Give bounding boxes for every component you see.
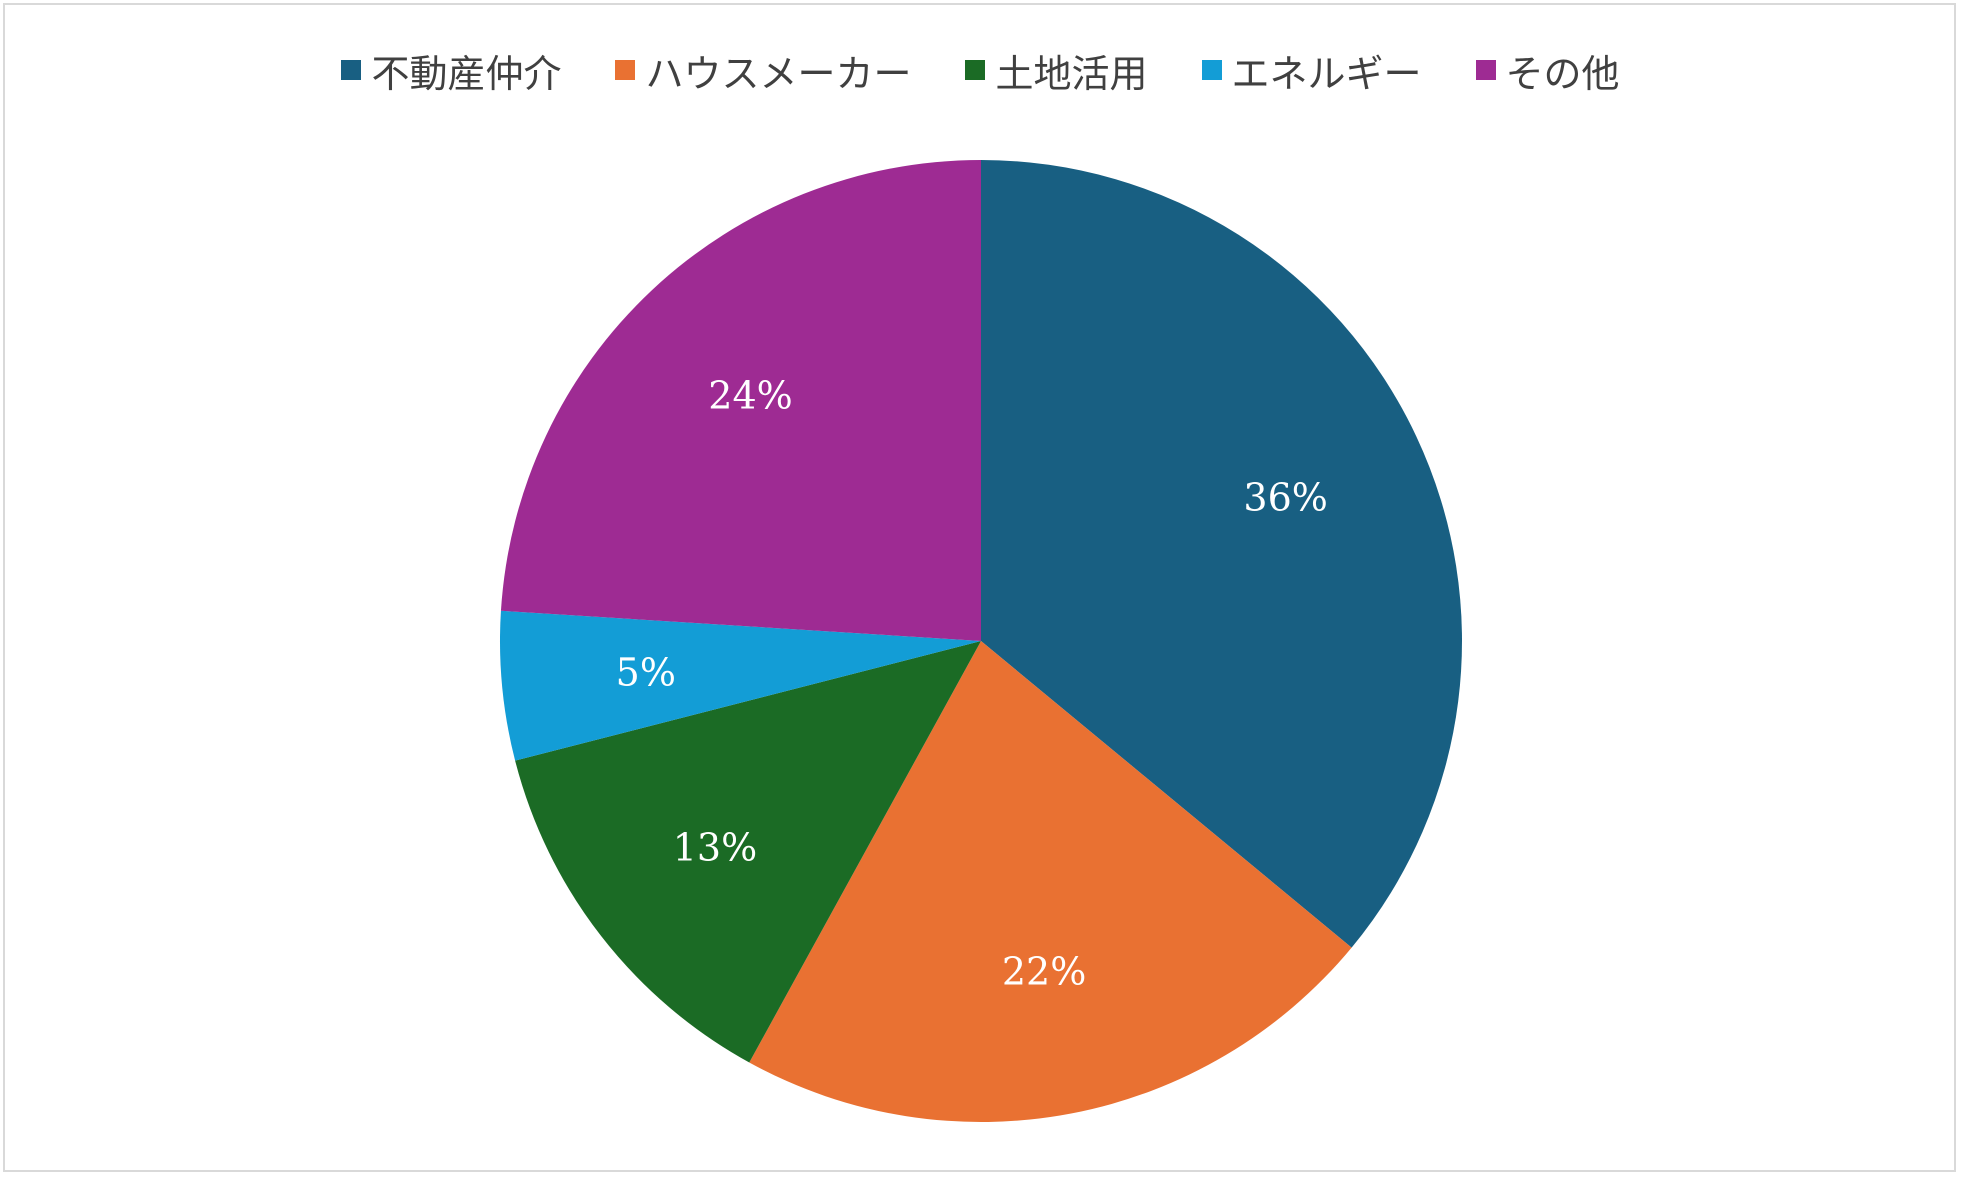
legend-swatch — [1201, 60, 1222, 80]
legend: 不動産仲介 ハウスメーカー 土地活用 エネルギー その他 — [0, 38, 1961, 102]
slice-real-estate-brokerage — [981, 160, 1462, 948]
data-label: 13% — [673, 825, 757, 869]
legend-label: 不動産仲介 — [371, 51, 562, 96]
legend-swatch — [965, 60, 986, 80]
legend-swatch — [341, 60, 362, 80]
legend-item-energy: エネルギー — [1201, 43, 1422, 98]
data-label: 36% — [1243, 476, 1327, 520]
slice-other — [500, 160, 981, 641]
data-label: 5% — [616, 651, 676, 695]
legend-item-land-utilization: 土地活用 — [965, 43, 1148, 98]
slice-energy — [500, 610, 981, 761]
data-label: 24% — [708, 374, 792, 418]
data-label: 22% — [1002, 950, 1086, 994]
legend-swatch — [1475, 60, 1496, 80]
legend-item-house-maker: ハウスメーカー — [615, 43, 911, 98]
legend-item-real-estate-brokerage: 不動産仲介 — [341, 43, 561, 98]
legend-swatch — [615, 60, 636, 80]
legend-label: ハウスメーカー — [645, 51, 912, 96]
slice-land-utilization — [515, 641, 981, 1063]
legend-label: その他 — [1505, 51, 1620, 96]
legend-item-other: その他 — [1475, 43, 1620, 98]
slice-house-maker — [749, 641, 1352, 1122]
legend-label: 土地活用 — [995, 51, 1148, 96]
legend-label: エネルギー — [1231, 51, 1422, 96]
